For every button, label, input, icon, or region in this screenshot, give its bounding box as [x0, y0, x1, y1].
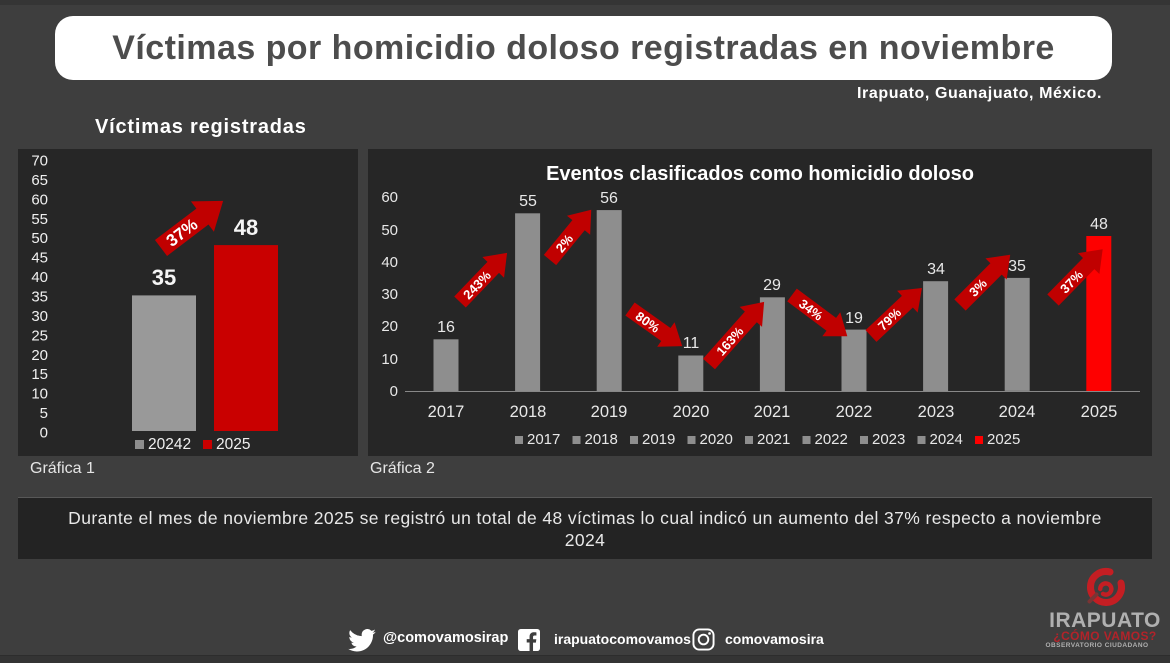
svg-text:0: 0 [390, 383, 398, 400]
svg-text:20242: 20242 [148, 436, 191, 453]
svg-text:40: 40 [31, 269, 48, 286]
svg-text:2018: 2018 [585, 431, 618, 448]
svg-text:2022: 2022 [815, 431, 848, 448]
svg-text:5: 5 [40, 405, 48, 422]
svg-text:2021: 2021 [757, 431, 790, 448]
svg-text:10: 10 [381, 351, 398, 368]
svg-text:30: 30 [381, 286, 398, 303]
svg-text:2018: 2018 [510, 403, 547, 421]
svg-text:2017: 2017 [527, 431, 560, 448]
svg-text:Eventos clasificados como homi: Eventos clasificados como homicidio dolo… [546, 163, 974, 185]
svg-text:50: 50 [381, 222, 398, 239]
svg-text:2019: 2019 [591, 403, 628, 421]
svg-text:25: 25 [31, 327, 48, 344]
svg-text:2021: 2021 [754, 403, 791, 421]
svg-text:2017: 2017 [428, 403, 465, 421]
svg-text:2020: 2020 [700, 431, 733, 448]
svg-text:15: 15 [31, 366, 48, 383]
svg-text:60: 60 [381, 189, 398, 206]
svg-text:48: 48 [234, 215, 258, 240]
svg-text:20: 20 [381, 318, 398, 335]
svg-text:35: 35 [1008, 258, 1026, 275]
svg-text:45: 45 [31, 250, 48, 267]
svg-text:34: 34 [927, 261, 945, 278]
svg-text:2024: 2024 [999, 403, 1036, 421]
svg-text:10: 10 [31, 386, 48, 403]
svg-text:2023: 2023 [872, 431, 905, 448]
svg-text:40: 40 [381, 254, 398, 271]
svg-text:30: 30 [31, 308, 48, 325]
svg-text:16: 16 [437, 319, 455, 336]
svg-text:50: 50 [31, 230, 48, 247]
svg-text:56: 56 [600, 190, 618, 207]
svg-text:55: 55 [519, 193, 537, 210]
svg-text:2025: 2025 [216, 436, 250, 453]
svg-text:35: 35 [152, 265, 176, 290]
svg-text:48: 48 [1090, 216, 1108, 233]
svg-text:2023: 2023 [918, 403, 955, 421]
svg-text:60: 60 [31, 191, 48, 208]
svg-text:2025: 2025 [1081, 403, 1118, 421]
svg-text:11: 11 [683, 335, 700, 352]
svg-text:2024: 2024 [930, 431, 963, 448]
svg-text:29: 29 [763, 277, 781, 294]
svg-text:20: 20 [31, 347, 48, 364]
svg-text:19: 19 [845, 310, 863, 327]
svg-text:70: 70 [31, 153, 48, 170]
svg-text:2020: 2020 [673, 403, 710, 421]
svg-text:2019: 2019 [642, 431, 675, 448]
svg-text:65: 65 [31, 172, 48, 189]
svg-text:0: 0 [40, 425, 48, 442]
svg-text:2022: 2022 [836, 403, 873, 421]
svg-text:55: 55 [31, 211, 48, 228]
svg-text:35: 35 [31, 289, 48, 306]
svg-text:2025: 2025 [987, 431, 1020, 448]
